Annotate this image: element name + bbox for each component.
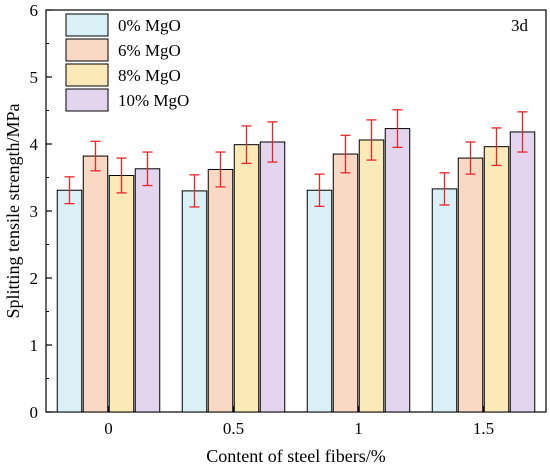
x-axis: 0 0.5 1 1.5 bbox=[104, 406, 494, 438]
y-tick-label: 1 bbox=[30, 336, 39, 355]
legend: 0% MgO 6% MgO 8% MgO 10% MgO bbox=[65, 13, 189, 112]
bar bbox=[483, 146, 510, 413]
bar bbox=[384, 128, 411, 413]
y-tick-label: 4 bbox=[30, 135, 39, 154]
legend-swatch-0 bbox=[65, 13, 109, 37]
bar bbox=[134, 168, 161, 413]
x-tick-label: 1 bbox=[354, 419, 363, 438]
legend-label-1: 6% MgO bbox=[118, 41, 181, 60]
y-tick-label: 0 bbox=[30, 403, 39, 422]
y-tick-label: 5 bbox=[30, 68, 39, 87]
bar bbox=[181, 190, 208, 413]
bar bbox=[306, 189, 333, 413]
bar bbox=[82, 155, 109, 413]
legend-label-3: 10% MgO bbox=[118, 91, 189, 110]
y-axis-title: Splitting tensile strength/MPa bbox=[3, 103, 23, 318]
y-tick-label: 6 bbox=[30, 1, 39, 20]
bar bbox=[56, 189, 83, 413]
bar bbox=[457, 157, 484, 413]
legend-swatch-2 bbox=[65, 63, 109, 87]
x-axis-title: Content of steel fibers/% bbox=[206, 446, 385, 466]
bars-layer bbox=[56, 128, 536, 413]
legend-swatch-3 bbox=[65, 88, 109, 112]
x-tick-label: 0 bbox=[104, 419, 113, 438]
y-tick-label: 3 bbox=[30, 202, 39, 221]
bar bbox=[332, 153, 359, 413]
legend-label-0: 0% MgO bbox=[118, 16, 181, 35]
bar bbox=[259, 141, 286, 413]
legend-label-2: 8% MgO bbox=[118, 66, 181, 85]
bar bbox=[358, 139, 385, 413]
x-tick-label: 1.5 bbox=[473, 419, 494, 438]
x-tick-label: 0.5 bbox=[223, 419, 244, 438]
bar bbox=[233, 144, 260, 413]
bar bbox=[207, 168, 234, 413]
bar bbox=[509, 131, 536, 413]
y-axis: 0 1 2 3 4 5 6 bbox=[30, 1, 52, 422]
error-bars-layer bbox=[64, 109, 528, 208]
annotation-label: 3d bbox=[511, 16, 529, 35]
legend-swatch-1 bbox=[65, 38, 109, 62]
bar bbox=[108, 174, 135, 413]
y-tick-label: 2 bbox=[30, 269, 39, 288]
bar bbox=[431, 188, 458, 413]
